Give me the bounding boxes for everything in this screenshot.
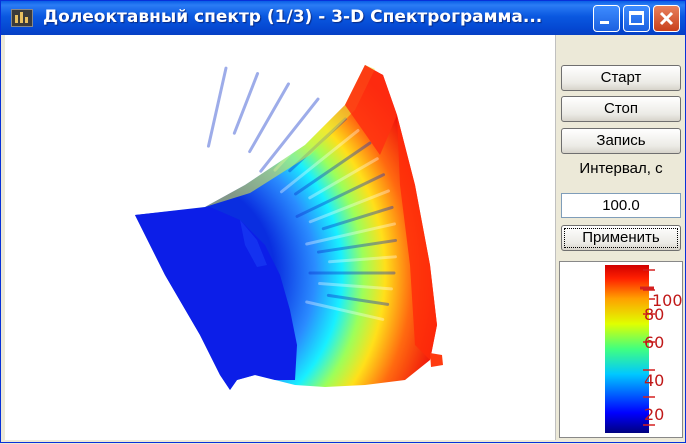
control-panel: Старт Стоп Запись Интервал, с Применить [557,35,685,440]
close-icon [659,11,674,26]
surface-ridge [316,238,398,254]
colorbar-tick-60: 60 [644,333,664,352]
title-bar[interactable]: Долеоктавный спектр (1/3) - 3-D Спектрог… [1,1,685,35]
surface-ridge [259,97,320,173]
colorbar-tick-100: 100 [652,291,682,310]
surface-ridge [318,281,393,291]
surface-ridge [232,72,260,135]
maximize-button[interactable] [623,5,650,32]
colorbar-tick-20: 20 [644,405,664,424]
colorbar-tick-40: 40 [644,371,664,390]
surface-ridge [219,68,244,141]
minimize-icon [600,21,609,24]
stop-button[interactable]: Стоп [561,96,681,122]
interval-input[interactable] [561,193,681,218]
surface-ridge [206,66,228,148]
start-button[interactable]: Старт [561,65,681,91]
surface-ridge [248,82,290,154]
surface-ridge [308,157,379,200]
surface-ridge [294,141,372,196]
interval-label: Интервал, с [579,160,663,177]
surface-ridge [262,89,305,151]
window-title: Долеоктавный спектр (1/3) - 3-D Спектрог… [43,7,543,27]
app-icon[interactable] [11,9,33,27]
surface-ridge [308,189,390,224]
record-button[interactable]: Запись [561,128,681,154]
apply-button[interactable]: Применить [561,225,681,251]
surface-ridge [326,293,390,306]
surface-ridge [305,222,396,246]
surface-ridge [295,173,386,218]
colorbar: 100 80 60 40 20 [605,265,683,433]
colorbar-tick-80: 80 [644,305,664,324]
surface-ridge [321,205,394,231]
surface-ridge [305,300,385,321]
colorbar-panel: 100 80 60 40 20 [559,261,683,438]
surface-ridge [279,129,360,194]
surface-ridge [328,255,397,264]
spectrogram-3d-view[interactable] [5,35,556,440]
spectrogram-surface [135,65,443,390]
close-button[interactable] [653,5,680,32]
surface-ridge [234,76,275,158]
minimize-button[interactable] [593,5,620,32]
maximize-icon [629,11,644,25]
